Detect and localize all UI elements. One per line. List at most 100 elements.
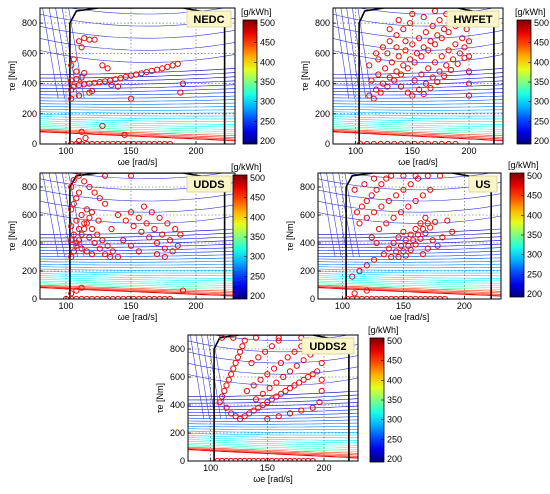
contour-line: [188, 416, 358, 419]
panel-nedc: 100 150 200 0 200 400 600 800 ωe [rad/s] τe [Nm] N…: [7, 7, 275, 167]
operating-point: [318, 376, 325, 383]
x-axis-label: ωe [rad/s]: [390, 312, 430, 322]
contour-line: [40, 76, 235, 82]
colorbar-tick-label: 200: [387, 454, 402, 464]
operating-point: [407, 20, 414, 27]
contour-line: [40, 120, 235, 125]
contour-line: [333, 76, 503, 82]
operating-point: [404, 89, 411, 96]
y-tick-label: 200: [315, 109, 330, 119]
operating-point: [70, 200, 77, 207]
contour-line: [40, 95, 235, 99]
operating-point: [239, 343, 246, 350]
operating-point: [271, 365, 278, 372]
y-tick-label: 0: [310, 294, 315, 304]
contour-line: [333, 126, 503, 132]
operating-point: [78, 231, 85, 238]
operating-point: [228, 410, 235, 417]
operating-point: [407, 246, 414, 254]
operating-point: [78, 74, 85, 81]
operating-point: [427, 38, 434, 45]
colorbar-tick-label: 350: [534, 77, 549, 87]
operating-point: [127, 242, 135, 249]
operating-point: [438, 35, 445, 42]
operating-point: [78, 211, 85, 219]
operating-point: [390, 239, 397, 247]
contour-line: [40, 277, 235, 282]
contour-line: [318, 282, 501, 288]
operating-point: [388, 253, 395, 261]
operating-point: [411, 77, 418, 84]
operating-point: [73, 287, 80, 294]
operating-point: [86, 234, 93, 241]
operating-point: [368, 77, 375, 84]
operating-point: [444, 217, 451, 224]
operating-point: [86, 183, 93, 191]
operating-point: [420, 44, 427, 51]
operating-point: [388, 59, 395, 66]
operating-point: [438, 53, 445, 60]
plot-area: [318, 173, 501, 299]
contour-line: [318, 268, 501, 271]
operating-point: [373, 239, 380, 247]
operating-point: [351, 186, 358, 193]
contour-line: [318, 257, 501, 260]
operating-point: [452, 41, 459, 48]
operating-point: [109, 248, 116, 255]
contour-line: [40, 124, 235, 130]
operating-point: [286, 368, 294, 375]
x-tick-label: 100: [58, 146, 73, 156]
operating-point: [382, 65, 389, 72]
contour-line: [40, 189, 235, 202]
colorbar-unit: [g/kWh]: [515, 7, 546, 17]
contour-line: [333, 120, 503, 125]
colorbar-tick-label: 300: [250, 252, 265, 262]
operating-point: [120, 237, 127, 244]
contour-line: [40, 38, 235, 51]
operating-point: [434, 78, 441, 86]
operating-point: [309, 404, 316, 411]
colorbar-tick-label: 350: [250, 232, 265, 242]
contour-line: [318, 284, 501, 292]
contour-line: [188, 448, 358, 457]
colorbar-tick-label: 450: [260, 38, 275, 48]
operating-point: [409, 41, 416, 48]
colorbar-unit: [g/kWh]: [231, 162, 262, 172]
operating-point: [95, 217, 102, 224]
operating-point: [108, 225, 115, 233]
contour-line: [333, 88, 503, 93]
operating-point: [81, 220, 88, 227]
operating-point: [402, 252, 409, 259]
operating-point: [318, 387, 325, 395]
y-tick-label: 400: [22, 79, 37, 89]
operating-point: [465, 53, 473, 60]
operating-point: [179, 80, 187, 87]
contour-line: [318, 273, 501, 277]
operating-point: [305, 373, 312, 381]
operating-point: [86, 214, 93, 221]
operating-point: [166, 237, 174, 244]
operating-point: [443, 62, 450, 69]
colorbar-tick-label: 300: [260, 97, 275, 107]
contour-line: [188, 430, 358, 433]
operating-point: [230, 365, 237, 372]
operating-point: [373, 50, 380, 57]
operating-point: [252, 396, 260, 403]
operating-point: [378, 203, 385, 210]
operating-point: [395, 17, 402, 24]
contour-line: [333, 72, 503, 79]
plot-frame: [317, 172, 502, 300]
colorbar-tick-label: 350: [260, 77, 275, 87]
operating-point: [291, 382, 298, 389]
operating-point: [153, 239, 161, 247]
contour-line: [40, 284, 235, 292]
operating-point: [418, 71, 425, 78]
operating-point: [356, 220, 363, 227]
operating-point: [434, 32, 441, 39]
contour-line: [188, 412, 358, 416]
contour-line: [40, 118, 235, 122]
operating-point: [386, 26, 393, 33]
operating-point: [314, 368, 321, 375]
operating-point: [151, 225, 158, 233]
y-tick-label: 400: [170, 400, 185, 410]
